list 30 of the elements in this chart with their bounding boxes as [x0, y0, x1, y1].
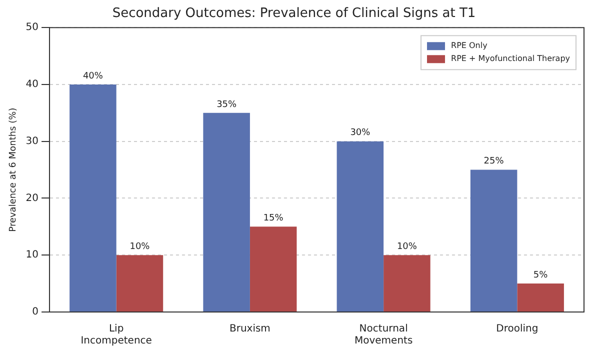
data-label: 35% — [216, 100, 238, 110]
data-label: 30% — [350, 128, 371, 138]
bar — [336, 141, 384, 312]
y-tick-label: 50 — [26, 22, 39, 34]
bar — [70, 84, 116, 312]
data-label: 15% — [263, 214, 284, 224]
bar — [203, 112, 250, 312]
bar — [384, 255, 430, 312]
bar — [470, 170, 518, 312]
x-tick-label: Nocturnal Movements — [354, 324, 413, 347]
y-axis-title: Prevalence at 6 Months (%) — [8, 108, 19, 232]
bar — [116, 255, 164, 312]
y-tick-label: 30 — [26, 136, 39, 147]
y-tick-label: 20 — [26, 192, 39, 204]
x-tick-label: Lip Incompetence — [80, 324, 152, 347]
data-label: 25% — [484, 156, 504, 167]
legend-label: RPE + Myofunctional Therapy — [451, 54, 570, 64]
y-tick-label: 10 — [26, 250, 39, 261]
data-label: 40% — [82, 71, 104, 82]
chart-title: Secondary Outcomes: Prevalence of Clinical Signs at T1 — [112, 6, 476, 22]
legend-label: RPE Only — [451, 41, 488, 50]
data-label: 10% — [396, 242, 418, 252]
y-tick-label: 40 — [26, 79, 39, 90]
bar — [250, 226, 297, 312]
bar — [517, 284, 564, 312]
data-label: 5% — [533, 270, 548, 280]
data-label: 10% — [130, 242, 150, 252]
x-tick-label: Bruxism — [229, 324, 270, 335]
y-tick-label: 0 — [32, 306, 39, 318]
x-tick-label: Drooling — [496, 324, 538, 335]
